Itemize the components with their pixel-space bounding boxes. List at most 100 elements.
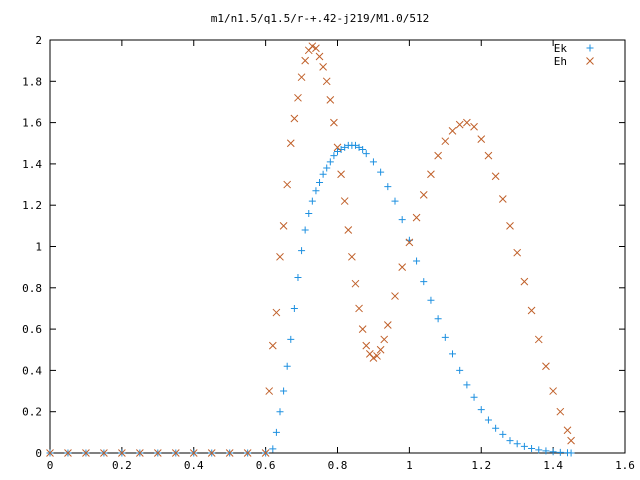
data-point-eh xyxy=(455,120,464,129)
data-point-eh xyxy=(362,341,371,350)
data-point-eh xyxy=(373,352,381,360)
data-point-ek xyxy=(377,168,385,176)
data-point-ek xyxy=(272,428,280,436)
data-point-eh xyxy=(491,172,500,181)
data-point-eh xyxy=(315,52,324,61)
x-tick-label: 0.4 xyxy=(184,459,204,472)
data-point-eh xyxy=(301,56,310,65)
data-point-eh xyxy=(441,137,450,146)
data-point-eh xyxy=(477,135,486,143)
data-point-ek xyxy=(269,445,277,453)
data-point-eh xyxy=(520,277,529,286)
x-tick-label: 1.6 xyxy=(615,459,635,472)
data-point-ek xyxy=(301,226,309,234)
data-point-ek xyxy=(305,209,313,217)
data-point-eh xyxy=(391,292,399,300)
y-tick-label: 1.4 xyxy=(22,158,42,171)
x-tick-label: 1 xyxy=(406,459,413,472)
data-point-ek xyxy=(427,296,435,304)
x-tick-label: 0.6 xyxy=(256,459,276,472)
data-point-ek xyxy=(283,362,291,370)
data-point-eh xyxy=(542,362,550,371)
data-point-eh xyxy=(135,449,144,457)
data-point-ek xyxy=(456,366,464,374)
data-point-ek xyxy=(290,304,298,312)
data-point-ek xyxy=(535,446,543,454)
data-point-eh xyxy=(563,426,572,435)
data-point-eh xyxy=(46,449,54,457)
data-point-eh xyxy=(330,118,338,127)
data-point-eh xyxy=(294,93,302,102)
data-point-ek xyxy=(287,335,295,343)
data-point-eh xyxy=(567,436,575,445)
axis-ticks: 0 0.2 0.4 0.6 0.8 1 1.2 1.4 1.6 0 0.2 0.4 0.6 0.8 1 1.2… xyxy=(22,34,635,472)
data-point-ek xyxy=(384,183,392,191)
y-tick-label: 0.4 xyxy=(22,364,42,377)
data-point-ek xyxy=(276,408,284,416)
data-point-eh xyxy=(484,151,493,160)
data-point-eh xyxy=(283,180,292,189)
data-point-ek xyxy=(484,416,492,424)
data-point-ek xyxy=(326,158,334,166)
data-point-eh xyxy=(64,449,72,457)
data-point-ek xyxy=(499,430,507,438)
data-point-ek xyxy=(323,164,331,172)
data-point-eh xyxy=(312,44,320,53)
y-tick-label: 1.8 xyxy=(22,75,42,88)
data-point-ek xyxy=(413,257,421,265)
x-tick-label: 0.8 xyxy=(328,459,348,472)
data-point-eh xyxy=(348,252,356,261)
data-point-ek xyxy=(398,216,406,224)
y-tick-label: 0.8 xyxy=(22,282,42,295)
y-tick-label: 0 xyxy=(35,447,42,460)
data-point-ek xyxy=(463,381,471,389)
x-tick-label: 1.4 xyxy=(543,459,563,472)
data-point-ek xyxy=(434,315,442,323)
data-point-eh xyxy=(100,449,108,457)
data-point-ek xyxy=(355,143,363,151)
data-point-ek xyxy=(520,442,528,450)
data-point-eh xyxy=(448,127,457,135)
data-point-eh xyxy=(405,238,414,247)
data-point-ek xyxy=(420,278,428,286)
y-tick-label: 1 xyxy=(35,241,42,254)
data-point-eh xyxy=(118,449,126,457)
data-point-ek xyxy=(441,333,449,341)
data-point-ek xyxy=(341,143,349,151)
data-point-eh xyxy=(153,449,162,457)
data-point-eh xyxy=(207,449,216,457)
data-marks xyxy=(46,42,575,457)
data-point-eh xyxy=(268,341,277,350)
data-point-ek xyxy=(319,170,327,178)
data-point-eh xyxy=(412,213,421,222)
data-point-eh xyxy=(376,345,385,354)
x-tick-label: 0 xyxy=(47,459,54,472)
x-tick-label: 1.2 xyxy=(471,459,491,472)
data-point-eh xyxy=(470,122,478,131)
data-point-eh xyxy=(419,191,428,199)
data-point-ek xyxy=(294,273,302,281)
data-point-eh xyxy=(380,335,389,344)
data-point-eh xyxy=(549,387,557,395)
data-point-ek xyxy=(549,448,557,456)
data-point-eh xyxy=(279,221,288,230)
data-point-eh xyxy=(265,387,274,395)
data-point-ek xyxy=(556,448,564,456)
data-point-eh xyxy=(506,221,514,230)
series-ek xyxy=(46,141,575,457)
data-point-eh xyxy=(333,143,342,152)
y-tick-label: 0.6 xyxy=(22,323,42,336)
data-point-eh xyxy=(434,151,442,160)
data-point-eh xyxy=(351,279,360,288)
legend-marker-eh xyxy=(586,57,594,65)
data-point-ek xyxy=(359,145,367,153)
data-point-eh xyxy=(308,42,317,51)
data-point-eh xyxy=(322,77,331,86)
x-tick-label: 0.2 xyxy=(112,459,132,472)
data-point-eh xyxy=(319,62,327,71)
chart-title: m1/n1.5/q1.5/r-+.42-j219/M1.0/512 xyxy=(211,12,430,25)
data-point-ek xyxy=(308,197,316,205)
data-point-ek xyxy=(567,449,575,457)
